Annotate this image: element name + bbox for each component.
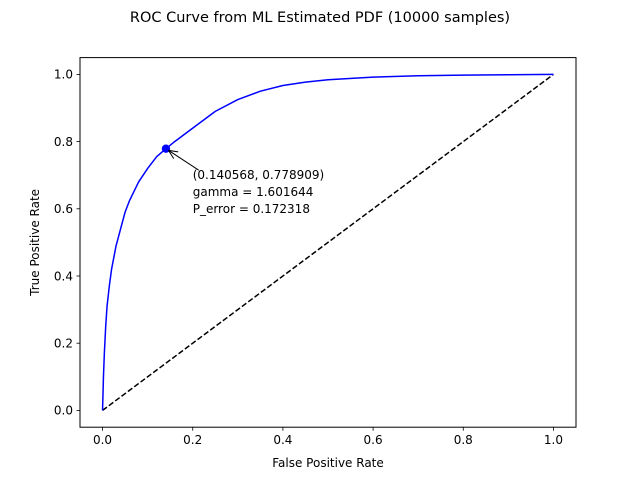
x-axis-ticks: 0.0 0.2 0.4 0.6 0.8 1.0 xyxy=(93,427,563,447)
annotation-text-line: P_error = 0.172318 xyxy=(193,202,310,216)
y-axis-ticks: 0.0 0.2 0.4 0.6 0.8 1.0 xyxy=(54,68,80,418)
annotation-arrow xyxy=(168,149,200,171)
y-tick-label: 0.0 xyxy=(54,404,73,418)
x-axis-label: False Positive Rate xyxy=(272,456,384,470)
y-tick-label: 0.4 xyxy=(54,269,73,283)
x-tick-label: 1.0 xyxy=(544,433,563,447)
x-tick-label: 0.6 xyxy=(364,433,383,447)
operating-point-marker xyxy=(161,144,171,153)
plot-frame xyxy=(79,57,577,428)
y-tick-label: 1.0 xyxy=(54,68,73,82)
y-axis-label: True Positive Rate xyxy=(28,189,42,297)
chance-diagonal-line xyxy=(102,73,554,412)
chart-title: ROC Curve from ML Estimated PDF (10000 s… xyxy=(130,10,510,26)
annotation-text-line: (0.140568, 0.778909) xyxy=(193,168,325,182)
annotation: (0.140568, 0.778909) gamma = 1.601644 P_er… xyxy=(167,149,325,216)
y-tick-label: 0.8 xyxy=(54,135,73,149)
x-tick-label: 0.4 xyxy=(273,433,292,447)
x-tick-label: 0.0 xyxy=(93,433,112,447)
annotation-text-line: gamma = 1.601644 xyxy=(193,185,314,199)
x-tick-label: 0.2 xyxy=(183,433,202,447)
y-tick-label: 0.6 xyxy=(54,202,73,216)
x-tick-label: 0.8 xyxy=(454,433,473,447)
annotation-arrowhead xyxy=(167,149,179,159)
y-tick-label: 0.2 xyxy=(54,337,73,351)
plot-content xyxy=(101,73,554,412)
